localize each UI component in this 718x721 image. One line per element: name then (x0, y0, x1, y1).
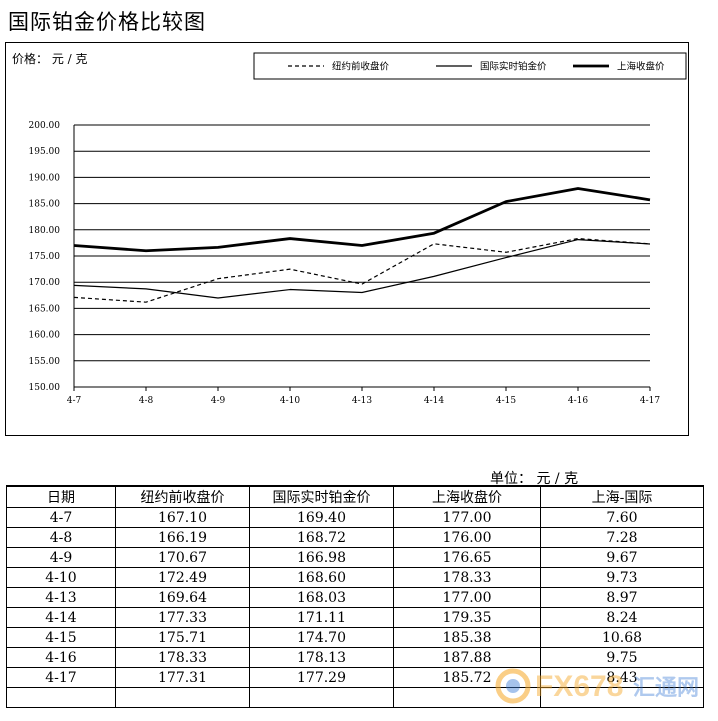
table-cell: 4-14 (6, 607, 116, 628)
column-header: 日期 (6, 485, 116, 508)
table-cell: 4-10 (6, 567, 116, 588)
x-tick-label: 4-7 (67, 396, 82, 406)
legend-label: 上海收盘价 (617, 61, 665, 73)
table-cell (6, 687, 116, 708)
table-cell: 4-9 (6, 547, 116, 568)
table-header-row: 日期 纽约前收盘价 国际实时铂金价 上海收盘价 上海-国际 (6, 485, 704, 508)
table-cell: 170.67 (115, 547, 250, 568)
legend-label: 纽约前收盘价 (332, 61, 390, 73)
page-title: 国际铂金价格比较图 (8, 10, 206, 34)
table-cell (249, 687, 394, 708)
table-row (6, 687, 704, 708)
table-cell: 4-8 (6, 527, 116, 548)
y-tick-label: 190.00 (29, 173, 61, 183)
table-cell: 168.03 (249, 587, 394, 608)
y-tick-label: 175.00 (29, 252, 61, 262)
table-cell: 179.35 (393, 607, 541, 628)
table-cell: 9.73 (540, 567, 704, 588)
table-row: 4-8 166.19 168.72 176.00 7.28 (6, 527, 704, 548)
table-cell: 7.28 (540, 527, 704, 548)
table-row: 4-13 169.64 168.03 177.00 8.97 (6, 587, 704, 608)
table-cell: 176.65 (393, 547, 541, 568)
table-row: 4-9 170.67 166.98 176.65 9.67 (6, 547, 704, 568)
column-header: 上海收盘价 (393, 485, 541, 508)
x-tick-label: 4-10 (280, 396, 300, 406)
table-cell: 167.10 (115, 507, 250, 528)
table-cell: 169.40 (249, 507, 394, 528)
table-cell: 177.31 (115, 667, 250, 688)
legend-label: 国际实时铂金价 (480, 61, 547, 73)
table-cell: 166.98 (249, 547, 394, 568)
table-cell (115, 687, 250, 708)
column-header: 国际实时铂金价 (249, 485, 394, 508)
table-cell: 169.64 (115, 587, 250, 608)
table-row: 4-10 172.49 168.60 178.33 9.73 (6, 567, 704, 588)
table-cell: 9.67 (540, 547, 704, 568)
table-cell: 177.00 (393, 507, 541, 528)
column-header: 上海-国际 (540, 485, 704, 508)
table-cell: 178.13 (249, 647, 394, 668)
table-cell: 177.00 (393, 587, 541, 608)
table-cell: 4-17 (6, 667, 116, 688)
table-cell (540, 687, 704, 708)
table-cell: 176.00 (393, 527, 541, 548)
table-cell: 4-16 (6, 647, 116, 668)
table-cell: 168.60 (249, 567, 394, 588)
y-tick-label: 150.00 (29, 383, 61, 393)
x-tick-label: 4-8 (139, 396, 154, 406)
y-axis-label: 价格： 元 / 克 (12, 51, 88, 66)
y-tick-label: 160.00 (29, 331, 61, 341)
table-cell: 8.97 (540, 587, 704, 608)
svg-text:FX678: FX678 (535, 670, 623, 703)
x-tick-label: 4-9 (211, 396, 226, 406)
x-tick-label: 4-17 (640, 396, 660, 406)
y-tick-label: 195.00 (29, 147, 61, 157)
table-cell: 187.88 (393, 647, 541, 668)
table-cell: 9.75 (540, 647, 704, 668)
series-line-dashed (73, 237, 651, 303)
table-cell: 7.60 (540, 507, 704, 528)
table-cell: 174.70 (249, 627, 394, 648)
series-line-thin (73, 238, 651, 299)
table-body: 4-7 167.10 169.40 177.00 7.60 4-8 166.19 168.72… (6, 507, 704, 708)
table-row: 4-15 175.71 174.70 185.38 10.68 (6, 627, 704, 648)
series-line-thick (73, 187, 651, 253)
x-tick-label: 4-15 (496, 396, 516, 406)
table-row: 4-7 167.10 169.40 177.00 7.60 (6, 507, 704, 528)
table-cell: 4-13 (6, 587, 116, 608)
table-cell: 185.38 (393, 627, 541, 648)
table-cell: 177.33 (115, 607, 250, 628)
unit-label: 单位： 元 / 克 (490, 471, 579, 487)
fx678-watermark-logo: FX678 汇通网 (495, 668, 699, 704)
table-cell: 4-7 (6, 507, 116, 528)
y-tick-label: 165.00 (29, 304, 61, 314)
table-cell: 175.71 (115, 627, 250, 648)
table-cell: 166.19 (115, 527, 250, 548)
table-cell: 4-15 (6, 627, 116, 648)
svg-text:汇通网: 汇通网 (633, 676, 699, 701)
table-cell: 172.49 (115, 567, 250, 588)
column-header: 纽约前收盘价 (115, 485, 250, 508)
y-tick-label: 180.00 (29, 226, 61, 236)
y-tick-label: 185.00 (29, 200, 61, 210)
x-tick-label: 4-16 (568, 396, 588, 406)
x-tick-label: 4-13 (352, 396, 372, 406)
price-table: 日期 纽约前收盘价 国际实时铂金价 上海收盘价 上海-国际 4-7 167.10 169.4… (6, 485, 704, 708)
x-tick-label: 4-14 (424, 396, 444, 406)
table-cell: 168.72 (249, 527, 394, 548)
table-cell: 171.11 (249, 607, 394, 628)
table-cell: 178.33 (115, 647, 250, 668)
table-cell: 177.29 (249, 667, 394, 688)
table-cell: 8.24 (540, 607, 704, 628)
y-tick-label: 155.00 (29, 357, 61, 367)
table-row: 4-14 177.33 171.11 179.35 8.24 (6, 607, 704, 628)
chart-frame: 价格： 元 / 克 150.00 155.00 160.00 165.00 170.00 1… (5, 42, 689, 436)
price-line-chart: 价格： 元 / 克 150.00 155.00 160.00 165.00 170.00 1… (12, 51, 687, 406)
table-cell: 178.33 (393, 567, 541, 588)
table-cell: 10.68 (540, 627, 704, 648)
y-tick-label: 170.00 (29, 278, 61, 288)
y-tick-label: 200.00 (29, 121, 61, 131)
